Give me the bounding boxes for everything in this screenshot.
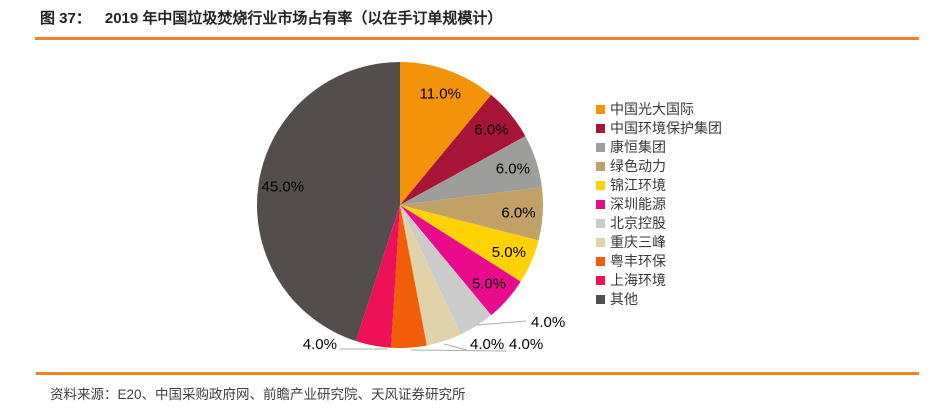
legend-label: 锦江环境	[610, 177, 666, 193]
pie-slice-label: 6.0%	[496, 160, 530, 177]
pie-slice-label: 11.0%	[419, 85, 460, 102]
legend-item: 深圳能源	[596, 195, 722, 214]
pie-slice-label: 5.0%	[492, 244, 526, 261]
pie-slice-label: 4.0%	[509, 336, 543, 353]
legend-swatch	[596, 124, 605, 133]
figure-number-label: 图 37：	[40, 10, 91, 27]
pie-slice-label: 5.0%	[472, 276, 506, 293]
legend-item: 其他	[596, 290, 722, 309]
legend-swatch	[596, 162, 605, 171]
figure-header: 图 37： 2019 年中国垃圾焚烧行业市场占有率（以在手订单规模计）	[40, 7, 502, 31]
legend-item: 锦江环境	[596, 176, 722, 195]
legend-swatch	[596, 219, 605, 228]
label-leader-line	[443, 343, 468, 351]
legend-swatch	[596, 181, 605, 190]
pie-slice-9	[391, 205, 427, 349]
legend-item: 北京控股	[596, 214, 722, 233]
figure-title: 2019 年中国垃圾焚烧行业市场占有率（以在手订单规模计）	[104, 10, 503, 27]
legend-label: 中国环境保护集团	[610, 120, 722, 136]
legend-swatch	[596, 238, 605, 247]
source-note: 资料来源：E20、中国采购政府网、前瞻产业研究院、天风证券研究所	[50, 387, 466, 402]
pie-slice-3	[400, 136, 542, 205]
legend-label: 中国光大国际	[610, 101, 694, 117]
pie-slice-label: 4.0%	[303, 336, 337, 353]
chart-legend: 中国光大国际中国环境保护集团 康恒集团绿色动力锦江环境深圳能源北京控股重庆三峰粤丰…	[596, 100, 722, 309]
legend-swatch	[596, 200, 605, 209]
legend-item: 绿色动力	[596, 157, 722, 176]
legend-item: 中国光大国际	[596, 100, 722, 119]
pie-slice-label: 4.0%	[470, 336, 504, 353]
legend-swatch	[596, 276, 605, 285]
pie-slice-1	[400, 62, 492, 205]
pie-chart: 11.0% 6.0% 6.0% 6.0% 5.0% 5.0% 4.0% 4.0% 4.0% 4.0…	[257, 62, 565, 353]
legend-swatch	[596, 105, 605, 114]
pie-slice-label: 45.0%	[262, 178, 305, 195]
label-leader-line	[476, 320, 527, 326]
pie-slice-11	[257, 62, 400, 341]
legend-item: 粤丰环保	[596, 252, 722, 271]
legend-item: 重庆三峰	[596, 233, 722, 252]
pie-slice-7	[400, 205, 492, 335]
pie-slice-label: 6.0%	[474, 121, 508, 138]
pie-slice-label: 6.0%	[501, 205, 535, 222]
pie-slice-6	[400, 205, 521, 316]
legend-item: 中国环境保护集团	[596, 119, 722, 138]
label-leader-line	[410, 349, 507, 352]
legend-item: 上海环境	[596, 271, 722, 290]
legend-swatch	[596, 295, 605, 304]
top-accent-rule	[35, 37, 919, 40]
pie-slice-5	[400, 205, 539, 282]
legend-swatch	[596, 143, 605, 152]
legend-label: 重庆三峰	[610, 234, 666, 250]
pie-slice-label: 4.0%	[531, 314, 565, 331]
legend-label: 绿色动力	[610, 158, 666, 174]
legend-label: 其他	[610, 291, 638, 307]
pie-slice-2	[400, 94, 526, 205]
legend-label: 深圳能源	[610, 196, 666, 212]
pie-slice-10	[355, 205, 400, 348]
pie-slice-8	[400, 205, 461, 346]
legend-label: 粤丰环保	[610, 253, 666, 269]
legend-label: 上海环境	[610, 272, 666, 288]
legend-item: 康恒集团	[596, 138, 722, 157]
legend-label: 北京控股	[610, 215, 666, 231]
bottom-accent-rule	[36, 372, 919, 375]
legend-label: 康恒集团	[610, 139, 666, 155]
pie-slice-4	[400, 187, 543, 241]
legend-swatch	[596, 257, 605, 266]
